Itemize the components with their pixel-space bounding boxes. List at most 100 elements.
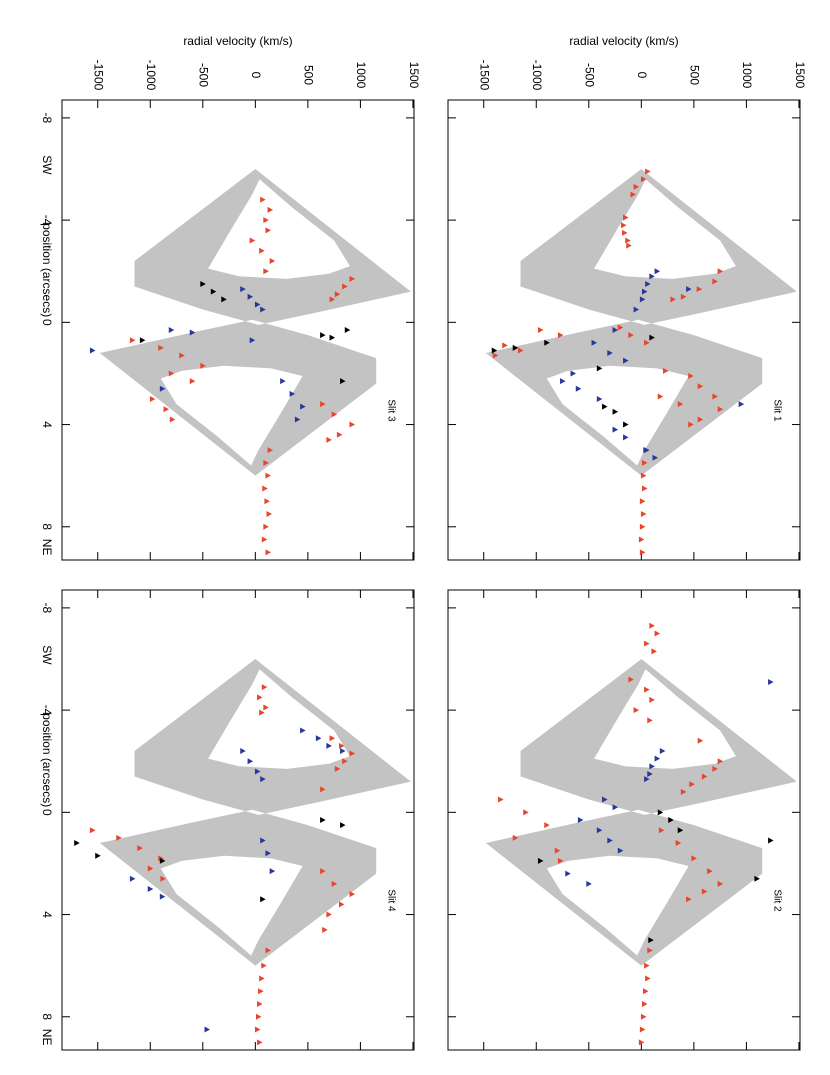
data-point: [686, 286, 692, 293]
data-point: [560, 378, 566, 385]
data-point: [620, 222, 627, 229]
panel-frame: [447, 589, 801, 1051]
data-point: [189, 378, 196, 385]
data-point: [612, 327, 619, 333]
data-point: [147, 865, 154, 872]
data-point: [612, 426, 619, 433]
data-point: [340, 378, 346, 385]
data-point: [261, 684, 268, 691]
data-point: [607, 350, 613, 356]
data-point: [691, 855, 697, 862]
data-point: [334, 291, 341, 298]
data-point: [74, 840, 80, 846]
data-point: [577, 817, 584, 823]
data-point: [491, 347, 498, 354]
data-point: [712, 278, 718, 285]
data-point: [331, 880, 338, 887]
data-point: [326, 742, 332, 749]
data-point: [260, 306, 266, 313]
data-point: [649, 763, 655, 770]
data-point: [334, 765, 341, 772]
data-point: [602, 796, 608, 803]
data-point: [200, 362, 206, 369]
data-point: [670, 296, 676, 303]
data-point: [247, 293, 254, 300]
data-point: [680, 788, 687, 795]
data-point: [645, 168, 651, 175]
data-point: [658, 827, 665, 834]
data-point: [639, 1026, 646, 1033]
data-point: [648, 937, 654, 944]
data-point: [349, 891, 356, 898]
data-point: [269, 258, 276, 264]
data-point: [254, 1026, 261, 1033]
data-point: [575, 385, 582, 392]
y-tick-label: -1500: [92, 60, 106, 91]
data-point: [168, 370, 175, 377]
data-point: [645, 281, 651, 287]
data-point: [254, 768, 261, 775]
data-point: [179, 352, 185, 359]
data-point: [331, 411, 338, 418]
data-point: [649, 696, 655, 703]
data-point: [240, 286, 246, 293]
data-point: [163, 406, 170, 413]
data-point: [652, 454, 658, 461]
data-point: [717, 268, 724, 275]
x-tick-label: 8: [40, 1013, 54, 1020]
data-point: [338, 901, 345, 908]
y-tick-label: 500: [688, 65, 702, 85]
data-point: [675, 840, 682, 846]
panel-frame: [447, 99, 801, 561]
data-point: [596, 396, 603, 402]
data-point: [668, 817, 674, 823]
data-point: [697, 383, 704, 390]
data-point: [717, 758, 724, 765]
data-point: [340, 748, 346, 754]
data-point: [638, 536, 645, 543]
data-point: [258, 988, 264, 995]
data-point: [647, 717, 653, 724]
data-point: [210, 288, 217, 295]
data-point: [344, 327, 351, 333]
data-point: [257, 1001, 263, 1007]
data-point: [300, 403, 306, 410]
data-point: [645, 975, 651, 982]
x-tick-label: 0: [40, 809, 54, 816]
data-point: [628, 332, 634, 339]
data-point: [329, 735, 336, 742]
data-point: [265, 947, 271, 954]
data-point: [644, 686, 650, 693]
x-tick-label: 8: [40, 523, 54, 530]
y-tick-label: 1000: [354, 62, 368, 89]
data-point: [259, 975, 265, 982]
data-point: [265, 850, 271, 857]
data-point: [129, 337, 136, 344]
data-point: [158, 344, 164, 351]
data-point: [697, 416, 704, 423]
data-point: [502, 342, 508, 349]
data-point: [512, 834, 519, 841]
model-region: [485, 169, 797, 476]
data-point: [257, 694, 263, 701]
data-point: [89, 347, 96, 354]
data-point: [677, 401, 684, 408]
data-point: [707, 868, 713, 875]
data-point: [342, 758, 348, 765]
data-point: [240, 748, 246, 754]
data-point: [686, 896, 692, 903]
y-tick-label: -500: [583, 63, 597, 87]
data-point: [696, 286, 703, 293]
data-point: [320, 817, 326, 823]
data-point: [680, 293, 687, 300]
data-point: [768, 679, 774, 685]
data-point: [254, 301, 261, 308]
data-point: [768, 837, 774, 844]
data-point: [147, 886, 154, 892]
panel-frame: [61, 589, 415, 1051]
data-point: [640, 176, 647, 183]
data-point: [329, 334, 336, 341]
data-point: [336, 431, 343, 438]
data-point: [259, 709, 265, 716]
x-axis-title: position (arcsecs): [40, 223, 54, 317]
